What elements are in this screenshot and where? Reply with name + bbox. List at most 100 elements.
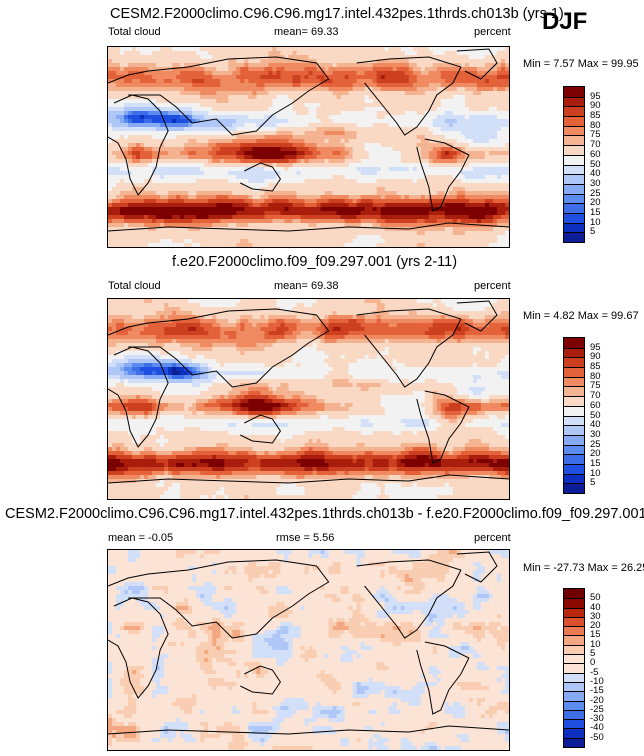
map-cell [180,75,185,80]
map-cell [236,159,241,164]
map-cell [224,139,229,144]
map-cell [208,55,213,60]
map-cell [116,67,121,72]
map-cell [260,179,265,184]
map-cell [436,147,442,152]
map-cell [144,59,149,64]
map-cell [432,79,438,84]
map-cell [300,207,306,212]
map-cell [368,63,374,68]
map-cell [344,195,350,200]
map-cell [208,235,213,240]
map-cell [328,95,334,100]
map-cell [340,75,346,80]
map-cell [232,47,237,52]
map-cell [140,99,145,104]
map-cell [408,83,414,88]
map-cell [472,167,478,172]
map-cell [396,103,402,108]
map-cell [208,147,213,152]
map-cell [300,243,306,247]
map-cell [364,167,370,172]
map-cell [456,91,462,96]
map-cell [480,239,486,244]
map-cell [148,107,153,112]
map-cell [452,227,458,232]
map-cell [196,139,201,144]
map-cell [252,235,257,240]
map-cell [184,231,189,236]
map-cell [432,99,438,104]
map-cell [212,183,217,188]
map-cell [324,127,330,132]
map-cell [432,147,438,152]
map-cell [332,159,338,164]
map-cell [292,227,298,232]
map-cell [384,155,390,160]
map-cell [456,131,462,136]
map-cell [176,167,181,172]
map-cell [468,83,474,88]
map-cell [456,139,462,144]
map-cell [232,111,237,116]
map-cell [416,187,422,192]
map-cell [460,207,466,212]
map-cell [280,131,286,136]
map-cell [124,87,129,92]
map-cell [404,175,410,180]
map-cell [444,175,450,180]
map-cell [408,235,414,240]
map-cell [384,215,390,220]
map-cell [224,183,229,188]
map-cell [348,99,354,104]
map-cell [452,59,458,64]
map-cell [492,183,498,188]
map-cell [404,147,410,152]
map-cell [316,239,322,244]
map-cell [204,199,209,204]
map-cell [464,151,470,156]
map-cell [180,95,185,100]
map-cell [172,147,177,152]
map-cell [180,227,185,232]
map-cell [224,103,229,108]
map-cell [128,111,133,116]
map-cell [248,219,253,224]
map-cell [172,243,177,247]
map-cell [124,139,129,144]
map-cell [412,243,418,247]
map-cell [384,183,390,188]
map-cell [376,119,382,124]
map-cell [148,123,153,128]
map-cell [148,179,153,184]
map-cell [184,75,189,80]
map-cell [436,239,442,244]
map-cell [388,83,394,88]
map-cell [316,167,322,172]
map-cell [276,243,282,247]
map-cell [176,207,181,212]
map-cell [436,183,442,188]
map-cell [416,203,422,208]
map-cell [184,207,189,212]
map-cell [236,231,241,236]
map-cell [264,223,269,228]
map-cell [272,79,278,84]
map-cell [256,223,261,228]
map-cell [496,135,502,140]
map-cell [208,59,213,64]
map-cell [124,127,129,132]
map-cell [272,203,278,208]
map-cell [260,231,265,236]
map-cell [368,175,374,180]
map-cell [160,235,165,240]
map-cell [412,131,418,136]
map-cell [152,199,157,204]
map-cell [244,87,249,92]
map-cell [128,143,133,148]
map-cell [224,55,229,60]
map-cell [228,235,233,240]
map-cell [124,143,129,148]
map-cell [316,91,322,96]
map-cell [348,91,354,96]
